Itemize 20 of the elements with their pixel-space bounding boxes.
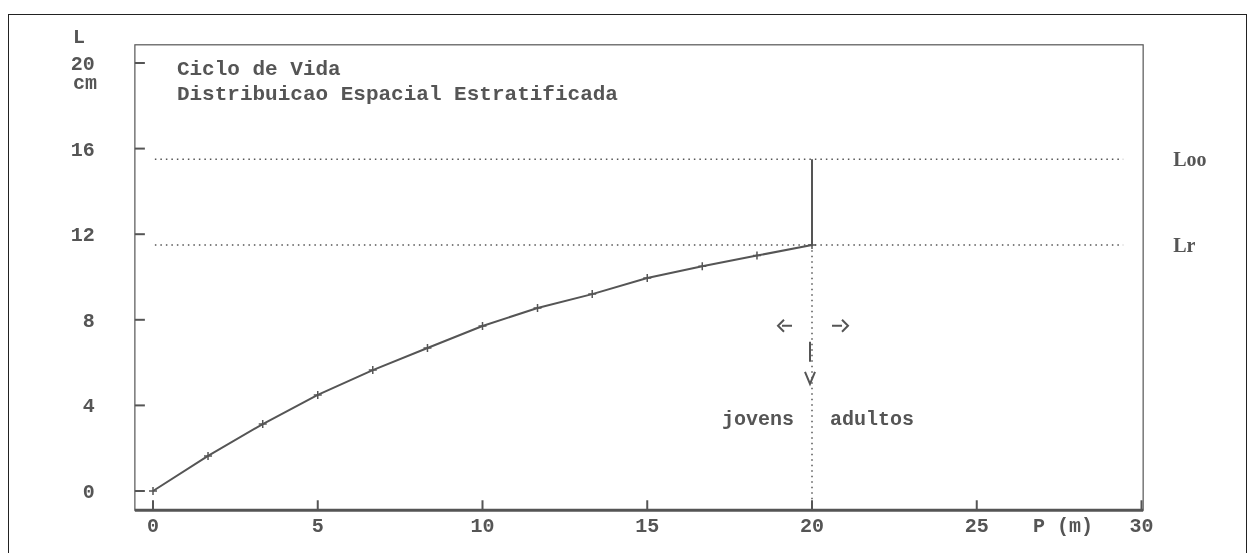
y-tick-label: 0 [82,481,95,504]
x-tick-label: 0 [146,515,160,539]
ref-line-label: Lr [1173,233,1196,256]
ref-line-label: Loo [1173,148,1207,171]
y-tick-label: 4 [82,395,95,419]
annotation: jovens [721,408,794,432]
text: Ciclo de Vida [176,57,342,81]
x-tick-label: 25 [964,515,989,539]
x-axis-title: P (m) [1033,515,1094,539]
y-tick-label: 8 [82,309,95,333]
y-axis-title: L [72,25,85,49]
y-tick-label: 12 [70,224,95,248]
annotation: adultos [830,408,915,432]
x-tick-label: 5 [311,515,324,539]
x-tick-label: 20 [799,515,825,539]
x-tick-label: 10 [470,515,495,539]
y-tick-label: 16 [70,138,95,162]
x-tick-label: 15 [635,515,660,539]
x-tick-label: 30 [1129,515,1154,539]
text: Distribuicao Espacial Estratificada [176,82,619,106]
